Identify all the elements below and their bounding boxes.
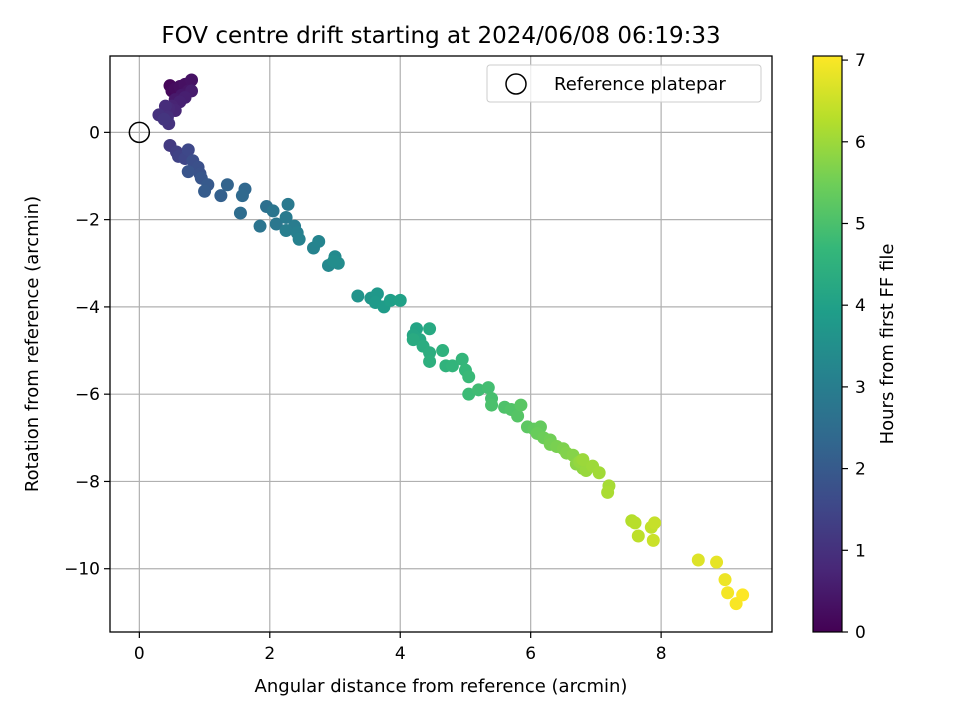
legend-reference-marker bbox=[505, 73, 527, 95]
data-point bbox=[269, 217, 283, 231]
data-point bbox=[406, 333, 420, 347]
data-point bbox=[648, 516, 662, 530]
colorbar-tick-label: 0 bbox=[855, 623, 866, 643]
data-point bbox=[485, 398, 499, 412]
x-axis-ticks: 0 2 4 6 8 bbox=[134, 632, 667, 664]
data-point bbox=[423, 322, 437, 336]
data-point bbox=[445, 359, 459, 373]
colorbar-ticks: 0 1 2 3 4 5 6 7 bbox=[842, 51, 866, 643]
data-point bbox=[253, 219, 267, 233]
data-point bbox=[691, 553, 705, 567]
data-point bbox=[718, 573, 732, 587]
colorbar-tick-label: 1 bbox=[855, 541, 866, 561]
data-point bbox=[312, 234, 326, 248]
data-point bbox=[710, 555, 724, 569]
data-point bbox=[351, 289, 365, 303]
plot-frame bbox=[109, 55, 773, 633]
colorbar-tick-label: 7 bbox=[855, 51, 866, 71]
x-tick-label: 0 bbox=[134, 644, 145, 664]
reference-platepar-marker bbox=[128, 121, 151, 144]
data-point bbox=[327, 254, 341, 268]
colorbar-tick-label: 4 bbox=[855, 296, 866, 316]
data-point bbox=[576, 453, 590, 467]
colorbar-tick-label: 2 bbox=[855, 460, 866, 480]
legend: Reference platepar bbox=[486, 64, 762, 103]
data-point bbox=[279, 210, 293, 224]
x-tick-label: 4 bbox=[395, 644, 406, 664]
data-point bbox=[266, 204, 280, 218]
data-point bbox=[511, 409, 525, 423]
data-point bbox=[279, 224, 293, 238]
legend-reference-label: Reference platepar bbox=[554, 74, 726, 95]
data-point bbox=[181, 165, 195, 179]
colorbar-label: Hours from first FF file bbox=[877, 244, 898, 445]
colorbar-tick-label: 6 bbox=[855, 133, 866, 153]
data-point bbox=[736, 588, 750, 602]
colorbar-tick-label: 3 bbox=[855, 378, 866, 398]
data-point bbox=[292, 232, 306, 246]
data-point bbox=[481, 381, 495, 395]
scatter-points bbox=[152, 73, 750, 611]
data-point bbox=[233, 206, 247, 220]
data-point bbox=[592, 466, 606, 480]
x-tick-label: 8 bbox=[656, 644, 667, 664]
data-point bbox=[472, 383, 486, 397]
data-point bbox=[157, 112, 171, 126]
data-point bbox=[181, 143, 195, 157]
data-point bbox=[198, 184, 212, 198]
colorbar-tick-label: 5 bbox=[855, 214, 866, 234]
x-axis-label: Angular distance from reference (arcmin) bbox=[255, 676, 628, 697]
data-point bbox=[462, 370, 476, 384]
data-point bbox=[462, 387, 476, 401]
data-point bbox=[214, 189, 228, 203]
y-tick-label: −10 bbox=[64, 560, 100, 580]
plot-background bbox=[110, 56, 772, 632]
x-tick-label: 6 bbox=[525, 644, 536, 664]
y-tick-label: −4 bbox=[75, 298, 100, 318]
chart-title: FOV centre drift starting at 2024/06/08 … bbox=[161, 23, 720, 49]
plot-area bbox=[109, 55, 773, 633]
y-tick-label: −6 bbox=[75, 385, 100, 405]
data-point bbox=[185, 73, 199, 87]
y-axis-ticks: 0 −2 −4 −6 −8 −10 bbox=[64, 123, 110, 580]
data-point bbox=[220, 178, 234, 192]
y-tick-label: 0 bbox=[89, 123, 100, 143]
data-point bbox=[393, 293, 407, 307]
data-point bbox=[436, 344, 450, 358]
data-point bbox=[281, 197, 295, 211]
y-tick-label: −2 bbox=[75, 211, 100, 231]
grid bbox=[110, 56, 772, 632]
data-point bbox=[455, 352, 469, 366]
data-point bbox=[601, 485, 615, 499]
y-tick-label: −8 bbox=[75, 472, 100, 492]
colorbar-gradient bbox=[812, 55, 843, 633]
x-tick-label: 2 bbox=[264, 644, 275, 664]
colorbar: 0 1 2 3 4 5 6 7 Hours from first FF file bbox=[812, 51, 898, 643]
data-point bbox=[646, 533, 660, 547]
y-axis-label: Rotation from reference (arcmin) bbox=[22, 196, 43, 492]
data-point bbox=[721, 586, 735, 600]
data-point bbox=[383, 293, 397, 307]
data-point bbox=[631, 529, 645, 543]
data-point bbox=[423, 354, 437, 368]
legend-box bbox=[486, 64, 762, 103]
data-point bbox=[235, 189, 249, 203]
data-point bbox=[628, 516, 642, 530]
data-point bbox=[514, 398, 528, 412]
